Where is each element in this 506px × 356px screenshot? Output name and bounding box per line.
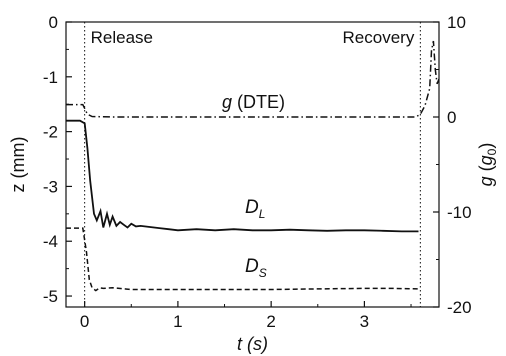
y-right-tick-label: 10 <box>447 13 466 32</box>
y-left-tick-label: -3 <box>43 177 58 196</box>
y-right-tick-label: -20 <box>447 298 472 317</box>
series-label-g-main: g <box>222 92 232 112</box>
y-left-axis-label: z (mm) <box>8 137 28 193</box>
series-line-0 <box>66 119 419 233</box>
vertical-markers: Release Recovery <box>84 22 421 307</box>
y-right-tick-label: 0 <box>447 108 456 127</box>
marker-label-recovery: Recovery <box>343 28 415 47</box>
y-left-tick-label: -4 <box>43 232 58 251</box>
y-right-label-g: g <box>476 176 496 186</box>
y-left-tick-label: -1 <box>43 68 58 87</box>
y-right-tick-label: -10 <box>447 203 472 222</box>
marker-label-release: Release <box>91 28 153 47</box>
series-label-ds: DS <box>245 256 267 280</box>
y-right-label-g0: g <box>476 155 496 165</box>
y-right-label-sub: 0 <box>485 148 499 155</box>
series-label-g-dte: g (DTE) <box>222 92 285 112</box>
y-left-tick-label: -5 <box>43 287 58 306</box>
series-label-g-rest: (DTE) <box>232 92 285 112</box>
series-label-ds-main: D <box>245 256 259 277</box>
y-left-tick-label: -2 <box>43 123 58 142</box>
x-tick-label: 3 <box>360 312 369 331</box>
series-layer <box>66 40 439 292</box>
series-label-ds-sub: S <box>259 266 267 280</box>
series-line-1 <box>66 227 419 292</box>
y-right-axis-label: g (g0) <box>476 143 499 187</box>
y-right-label-close: ) <box>476 143 496 149</box>
axis-labels: t (s)z (mm) g (g0) <box>8 137 499 354</box>
series-line-2 <box>66 40 439 118</box>
y-left-tick-label: 0 <box>49 13 58 32</box>
x-axis-label: t (s) <box>237 334 268 354</box>
y-right-label-open: ( <box>476 165 496 176</box>
series-label-dl-main: D <box>245 197 259 218</box>
x-tick-label: 0 <box>80 312 89 331</box>
series-label-dl-sub: L <box>259 207 266 221</box>
series-label-dl: DL <box>245 197 265 221</box>
x-tick-label: 1 <box>173 312 182 331</box>
x-tick-label: 2 <box>266 312 275 331</box>
